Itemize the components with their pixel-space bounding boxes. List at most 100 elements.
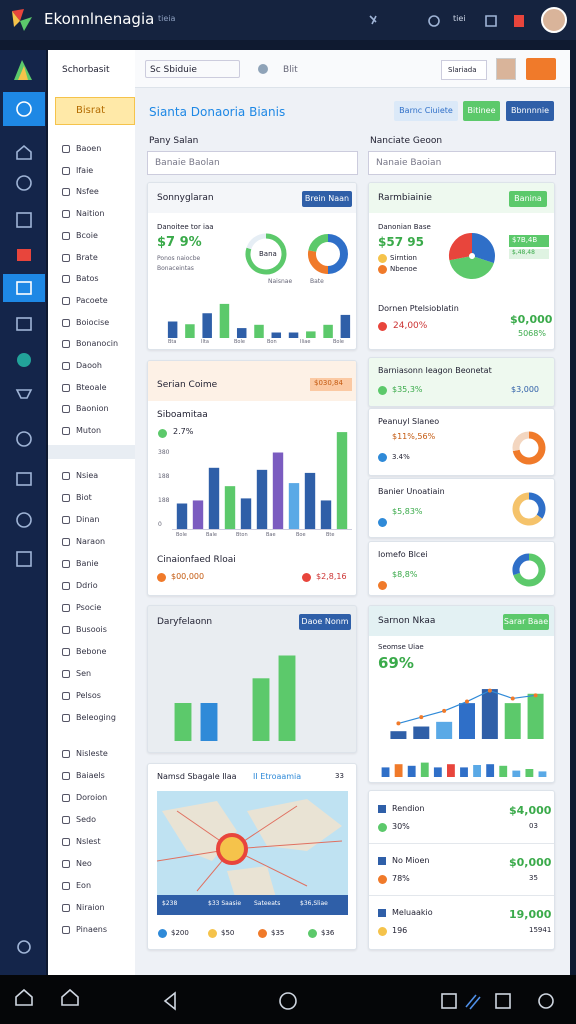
- card-subtitle: II Etroaamia: [253, 772, 302, 781]
- badge-label: $7B,4B: [512, 236, 538, 244]
- toolbar-button-label[interactable]: Slariada: [448, 66, 477, 74]
- nav-icon: [62, 296, 70, 305]
- bar: [288, 332, 299, 338]
- nav-item: Busoois: [76, 625, 107, 634]
- card-corner: 33: [335, 772, 344, 780]
- sidebar-search[interactable]: Schorbasit: [62, 65, 110, 75]
- toolbar-icon[interactable]: [258, 64, 268, 74]
- nav-item: Baonion: [76, 404, 109, 414]
- search-placeholder[interactable]: Nanaie Baoian: [376, 158, 442, 168]
- chart: [167, 303, 351, 338]
- button[interactable]: Barnc Ciuiete: [394, 101, 458, 121]
- nav-item: Doroion: [76, 793, 108, 802]
- toolbar-button[interactable]: [441, 60, 487, 80]
- card-title: Rarmbiainie: [378, 193, 432, 203]
- dropdown[interactable]: [145, 60, 240, 78]
- status-icon: [378, 386, 387, 395]
- note: Nbenoe: [390, 265, 418, 273]
- badge: [509, 249, 549, 259]
- x-label: Bae: [266, 532, 276, 538]
- bar: [486, 764, 495, 777]
- nav-icon: [62, 904, 70, 912]
- bar: [272, 452, 284, 529]
- nav-icon: [62, 405, 70, 414]
- row-title: Meluaakio: [392, 908, 433, 917]
- avatar[interactable]: [541, 7, 567, 33]
- button[interactable]: Banina: [509, 191, 547, 207]
- nav-item: Boiocise: [76, 317, 110, 327]
- row-amount: $4,000: [509, 804, 552, 817]
- search-input[interactable]: [368, 151, 556, 175]
- toolbar-avatar[interactable]: [496, 58, 516, 80]
- hub: [216, 833, 248, 865]
- status-icon: [157, 573, 166, 582]
- strip-label: $238: [162, 900, 178, 907]
- bar: [447, 764, 455, 777]
- row-pct: 196: [392, 926, 408, 935]
- sidebar-active[interactable]: [55, 97, 135, 125]
- nav-icons[interactable]: [0, 975, 576, 1024]
- toolbar-item[interactable]: Blit: [283, 65, 298, 75]
- stat-amount: $3,000: [511, 385, 539, 394]
- nav-icon: [62, 231, 70, 240]
- nav-icon: [62, 427, 70, 436]
- row-divider: [369, 843, 554, 844]
- nav-item: Ddrio: [76, 581, 98, 590]
- bar: [499, 765, 508, 777]
- bar: [420, 762, 429, 777]
- top-icons[interactable]: [364, 10, 554, 32]
- totals-card: Rendion $4,000 30% 03 No Mioen $0,000 78% 35 Mel…: [368, 790, 555, 950]
- rail-active[interactable]: [3, 274, 45, 302]
- toolbar-action[interactable]: [526, 58, 556, 80]
- donut-segment: [512, 553, 530, 575]
- app-title: Ekonnlnenagia: [44, 10, 155, 28]
- button[interactable]: Bbnnnnie: [506, 101, 554, 121]
- button[interactable]: Brein Naan: [302, 191, 352, 207]
- nav-icon: [62, 926, 70, 934]
- card-title: Serian Coime: [157, 380, 218, 390]
- row-icon: [378, 857, 386, 865]
- status-icon: [302, 573, 311, 582]
- nav-icon: [62, 816, 70, 824]
- row-amount: $0,000: [510, 313, 553, 326]
- strip-label: $33 Saasie: [208, 900, 242, 907]
- donut-segment: [449, 233, 474, 261]
- stat-card: Iomefo Blcei $8,8%: [368, 541, 555, 596]
- x-label: Bole: [333, 339, 344, 345]
- line-point: [510, 696, 515, 701]
- strip-label: Sateeats: [254, 900, 281, 907]
- nav-icon: [62, 210, 70, 219]
- kpi: 2.7%: [173, 427, 194, 436]
- button[interactable]: Daoe Nonm: [299, 614, 351, 630]
- y-tick-label: 0: [158, 521, 162, 528]
- x-label: Bon: [267, 339, 277, 345]
- rail-icons[interactable]: [0, 50, 46, 975]
- nav-icon: [62, 560, 70, 568]
- nav-item: Banie: [76, 559, 99, 568]
- button[interactable]: Sarar Baae: [503, 614, 549, 630]
- search-placeholder[interactable]: Banaie Baolan: [155, 158, 220, 168]
- dropdown-label[interactable]: Sc Sbiduie: [150, 65, 197, 75]
- button[interactable]: Bitinee: [463, 101, 500, 121]
- donut-segment: [513, 553, 546, 586]
- status-icon: [378, 927, 387, 936]
- status-icon: [308, 929, 317, 938]
- nav-item: Psocie: [76, 603, 102, 612]
- line-point: [487, 688, 492, 693]
- stat-card: Banier Unoatiain $5,83%: [368, 478, 555, 538]
- donut-segment: [246, 233, 267, 250]
- legend-entry: $200: [171, 929, 189, 937]
- x-label: Bton: [236, 532, 248, 538]
- stat-title: Banier Unoatiain: [378, 487, 445, 496]
- sidebar-active-label[interactable]: Bisrat: [76, 105, 106, 116]
- nav-item: Neo: [76, 859, 92, 868]
- map: [157, 791, 348, 913]
- bar: [512, 770, 521, 777]
- search-input[interactable]: [147, 151, 358, 175]
- badge-label: $030,84: [314, 379, 343, 387]
- rail-active[interactable]: [3, 92, 45, 126]
- nav-item: Nslest: [76, 837, 101, 846]
- bar: [394, 764, 403, 777]
- bar: [460, 767, 468, 777]
- line-point: [396, 721, 401, 726]
